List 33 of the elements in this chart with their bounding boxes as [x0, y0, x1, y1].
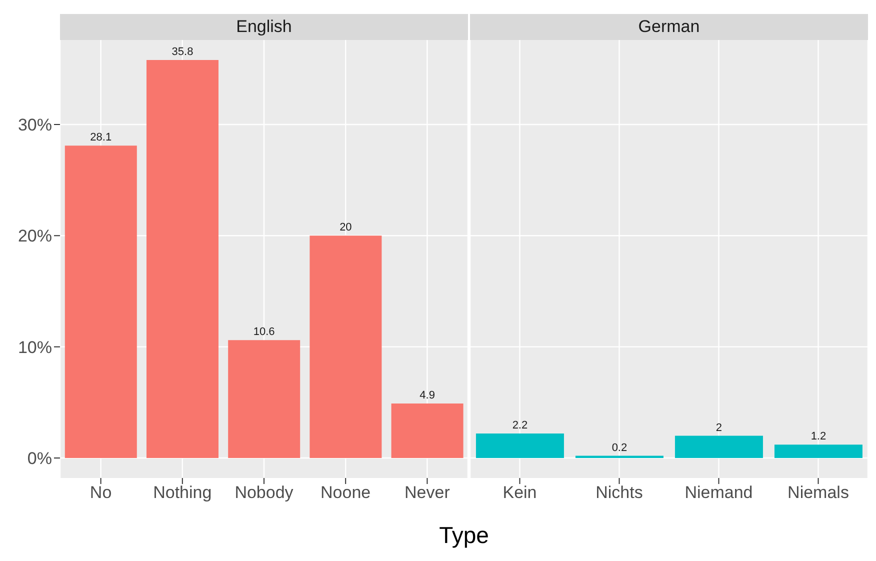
- data-label: 4.9: [420, 390, 435, 402]
- data-label: 10.6: [253, 326, 275, 338]
- data-label: 20: [340, 222, 352, 234]
- x-tick-label: No: [90, 483, 112, 502]
- data-label: 1.2: [810, 430, 826, 443]
- x-tick-label: Never: [404, 483, 450, 502]
- x-axis-title: Type: [438, 522, 490, 549]
- data-label: 0.2: [612, 442, 628, 454]
- bar: [310, 236, 382, 458]
- x-tick-label: Noone: [320, 483, 371, 502]
- y-tick-label: 10%: [18, 338, 52, 357]
- bar: [228, 340, 300, 458]
- x-tick-label: Niemals: [788, 483, 849, 502]
- bar: [146, 60, 218, 458]
- x-tick-label: Niemand: [684, 483, 753, 502]
- bar: [674, 436, 763, 458]
- x-tick-label: Kein: [502, 483, 537, 502]
- chart-title: German: [470, 14, 868, 40]
- data-label: 28.1: [90, 132, 112, 144]
- x-tick-label: Nobody: [234, 483, 294, 502]
- chart-title: English: [60, 14, 468, 40]
- y-tick-label: 20%: [18, 226, 52, 246]
- data-label: 35.8: [172, 46, 194, 58]
- y-tick-label: 30%: [18, 116, 52, 135]
- y-tick-label: 0%: [27, 449, 52, 468]
- bar: [391, 404, 464, 458]
- x-tick-label: Nichts: [596, 483, 643, 502]
- x-tick-label: Nothing: [153, 483, 212, 502]
- data-label: 2.2: [512, 420, 528, 432]
- data-label: 2: [716, 422, 722, 434]
- bar: [64, 146, 137, 458]
- bar: [476, 434, 564, 458]
- bar: [774, 444, 862, 458]
